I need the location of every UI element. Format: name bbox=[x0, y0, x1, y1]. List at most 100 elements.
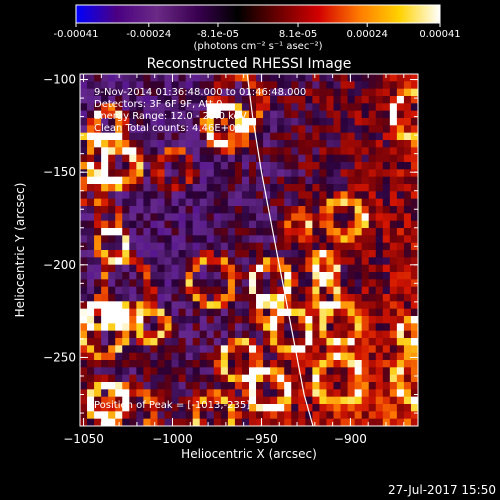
heatmap-cell bbox=[108, 382, 116, 390]
heatmap-cell bbox=[178, 96, 187, 104]
heatmap-cell bbox=[157, 411, 165, 420]
heatmap-cell bbox=[157, 206, 165, 214]
heatmap-cell bbox=[389, 96, 398, 104]
heatmap-cell bbox=[192, 81, 201, 90]
heatmap-cell bbox=[361, 360, 370, 368]
heatmap-cell bbox=[319, 389, 327, 398]
heatmap-cell bbox=[185, 352, 194, 361]
heatmap-cell bbox=[206, 367, 215, 376]
heatmap-cell bbox=[150, 257, 158, 266]
heatmap-cell bbox=[206, 301, 215, 310]
heatmap-cell bbox=[340, 345, 348, 354]
heatmap-cell bbox=[277, 279, 285, 288]
heatmap-cell bbox=[227, 110, 236, 119]
heatmap-cell bbox=[410, 213, 418, 222]
heatmap-cell bbox=[185, 418, 194, 426]
heatmap-cell bbox=[171, 411, 179, 420]
heatmap-cell bbox=[241, 367, 250, 376]
heatmap-cell bbox=[206, 169, 215, 178]
heatmap-cell bbox=[241, 125, 250, 134]
heatmap-cell bbox=[136, 125, 144, 134]
heatmap-cell bbox=[270, 338, 278, 346]
heatmap-cell bbox=[150, 308, 158, 317]
heatmap-cell bbox=[143, 191, 151, 200]
heatmap-cell bbox=[178, 81, 187, 90]
heatmap-cell bbox=[284, 162, 292, 170]
heatmap-cell bbox=[164, 125, 172, 134]
heatmap-cell bbox=[375, 272, 384, 280]
heatmap-cell bbox=[326, 88, 334, 97]
heatmap-cell bbox=[368, 132, 377, 141]
heatmap-cell bbox=[192, 147, 201, 156]
heatmap-cell bbox=[234, 96, 243, 104]
heatmap-cell bbox=[150, 301, 158, 310]
heatmap-cell bbox=[108, 162, 116, 170]
heatmap-cell bbox=[164, 308, 172, 317]
heatmap-cell bbox=[220, 125, 229, 134]
heatmap-cell bbox=[298, 338, 306, 346]
heatmap-cell bbox=[263, 323, 271, 332]
heatmap-cell bbox=[234, 242, 243, 251]
heatmap-cell bbox=[270, 250, 278, 258]
heatmap-cell bbox=[87, 176, 95, 185]
heatmap-cell bbox=[101, 286, 109, 295]
heatmap-cell bbox=[347, 257, 356, 266]
heatmap-cell bbox=[164, 345, 172, 354]
heatmap-cell bbox=[108, 242, 116, 251]
heatmap-cell bbox=[129, 228, 137, 236]
heatmap-cell bbox=[340, 396, 348, 405]
heatmap-cell bbox=[94, 367, 102, 376]
heatmap-cell bbox=[178, 103, 187, 112]
heatmap-cell bbox=[340, 323, 348, 332]
heatmap-cell bbox=[157, 367, 165, 376]
heatmap-cell bbox=[220, 206, 229, 214]
heatmap-cell bbox=[340, 286, 348, 295]
heatmap-cell bbox=[263, 404, 271, 412]
heatmap-cell bbox=[312, 191, 320, 200]
heatmap-cell bbox=[284, 242, 292, 251]
heatmap-cell bbox=[157, 228, 165, 236]
heatmap-cell bbox=[220, 220, 229, 229]
heatmap-cell bbox=[227, 228, 236, 236]
heatmap-cell bbox=[94, 169, 102, 178]
heatmap-cell bbox=[241, 206, 250, 214]
heatmap-cell bbox=[122, 74, 130, 82]
heatmap-cell bbox=[171, 184, 179, 192]
heatmap-cell bbox=[263, 191, 271, 200]
heatmap-cell bbox=[80, 301, 88, 310]
heatmap-cell bbox=[305, 206, 313, 214]
heatmap-cell bbox=[389, 338, 398, 346]
heatmap-cell bbox=[375, 382, 384, 390]
heatmap-cell bbox=[347, 118, 356, 126]
heatmap-cell bbox=[80, 213, 88, 222]
heatmap-cell bbox=[150, 191, 158, 200]
heatmap-cell bbox=[136, 154, 144, 163]
heatmap-cell bbox=[80, 235, 88, 244]
heatmap-cell bbox=[403, 191, 412, 200]
heatmap-cell bbox=[87, 228, 95, 236]
heatmap-cell bbox=[199, 74, 208, 82]
heatmap-cell bbox=[136, 396, 144, 405]
heatmap-cell bbox=[227, 96, 236, 104]
heatmap-cell bbox=[347, 154, 356, 163]
heatmap-cell bbox=[298, 352, 306, 361]
heatmap-cell bbox=[122, 169, 130, 178]
heatmap-cell bbox=[206, 96, 215, 104]
heatmap-cell bbox=[410, 88, 418, 97]
heatmap-cell bbox=[347, 228, 356, 236]
heatmap-cell bbox=[389, 286, 398, 295]
heatmap-cell bbox=[340, 220, 348, 229]
heatmap-cell bbox=[249, 169, 257, 178]
heatmap-cell bbox=[80, 118, 88, 126]
heatmap-cell bbox=[312, 396, 320, 405]
heatmap-cell bbox=[87, 345, 95, 354]
heatmap-cell bbox=[213, 198, 222, 207]
heatmap-cell bbox=[164, 81, 172, 90]
heatmap-cell bbox=[403, 198, 412, 207]
heatmap-cell bbox=[354, 316, 363, 324]
heatmap-cell bbox=[375, 184, 384, 192]
heatmap-cell bbox=[298, 103, 306, 112]
heatmap-cell bbox=[164, 235, 172, 244]
heatmap-cell bbox=[347, 96, 356, 104]
heatmap-cell bbox=[150, 389, 158, 398]
